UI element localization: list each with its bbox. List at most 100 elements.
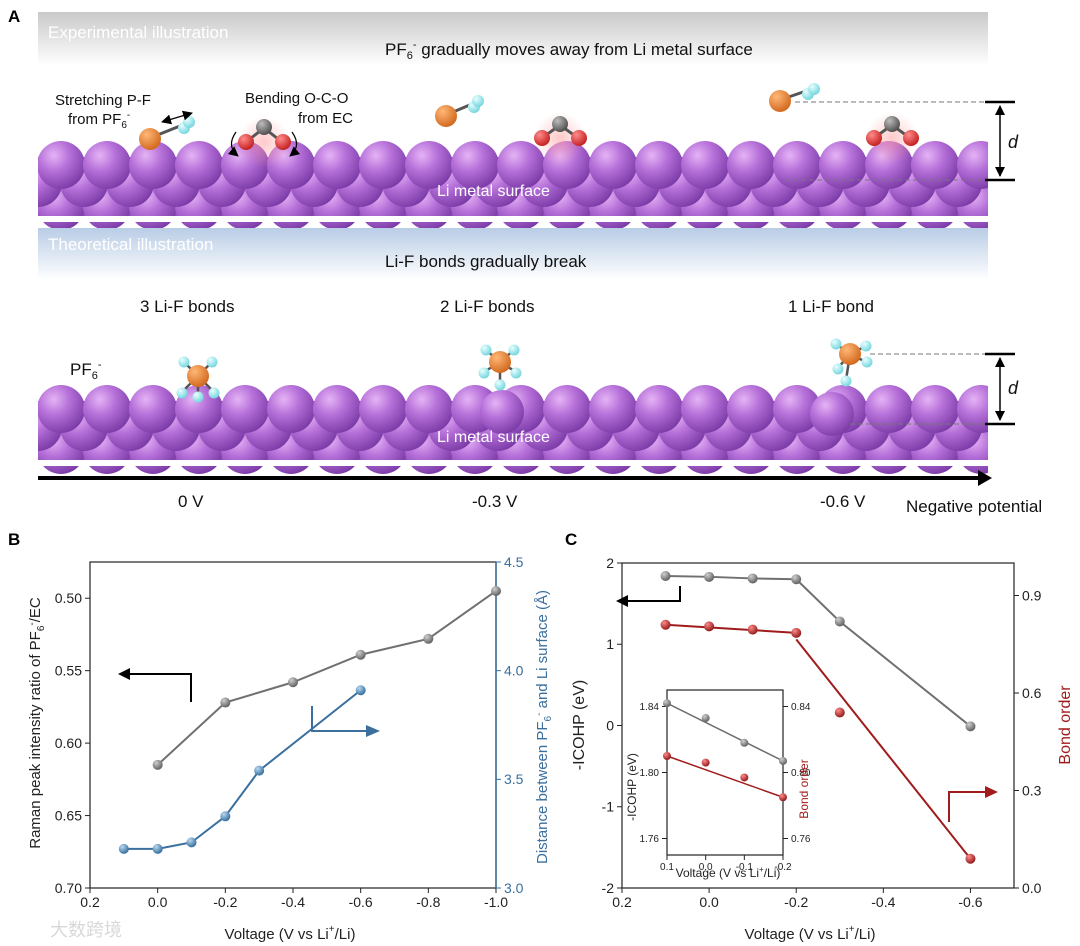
li-atom [405,141,453,189]
inset-ytick-right-label: 0.76 [791,834,811,845]
li-atom [681,141,729,189]
li-atom [635,141,683,189]
panel-a: A Experimental illustration PF6- gradual… [0,7,1080,516]
li-atom [129,141,177,189]
chart-c-ytick-left-label: 2 [606,555,614,571]
chart-c-ytick-left-label: 0 [606,717,614,733]
chart-b-ytick-left-label: 0.60 [55,735,82,751]
ec-molecule-2 [534,112,587,164]
theoretical-label: Theoretical illustration [48,235,213,254]
chart-c-data-point [791,627,802,638]
inset-xtick-label: 0.0 [699,862,713,873]
chart-c-series-fit-1 [665,623,797,634]
li-atom [727,385,775,433]
experimental-headline: PF6- gradually moves away from Li metal … [385,39,753,62]
chart-b-data-point [186,837,197,848]
inset-ytick-left-label: 1.84 [640,702,660,713]
pf6-label: PF6- [70,359,102,382]
chart-b-xtick-label: -1.0 [484,894,508,910]
chart-b-data-point [355,649,366,660]
li-atom [543,385,591,433]
chart-c-data-point [965,721,976,732]
chart-c-ytick-left-label: -1 [602,799,615,815]
surface-mask-bottom [38,216,988,222]
distance-label-experimental: d [1008,132,1019,152]
chart-b-data-point [220,697,231,708]
bonds-label-1: 3 Li-F bonds [140,297,235,316]
stretching-label-line2: from PF6- [68,110,130,131]
inset-ytick-left-label: 1.76 [640,834,660,845]
ec-molecule-1 [227,116,301,168]
li-atom [727,141,775,189]
inset-data-point [740,773,749,782]
chart-c-data-point [704,621,715,632]
chart-b-ytick-left-label: 0.55 [55,663,82,679]
chart-c-inset: 0.1 0.0 -0.1 -0.2 1.76 1.80 1.84 0.76 0.80 0.84 [640,689,811,873]
chart-b-ylabel-left: Raman peak intensity ratio of PF6-/EC [27,597,47,849]
chart-c-data-point [747,624,758,635]
chart-b-xtick-label: -0.4 [281,894,305,910]
inset-data-point [740,738,749,747]
li-atom [405,385,453,433]
left-axis-indicator-arrow [126,673,192,702]
li-atom [175,141,223,189]
li-surface-experimental [0,127,1080,246]
li-atom [819,141,867,189]
chart-c-data-point [660,571,671,581]
chart-c-data-point [660,619,671,630]
pf6-cluster-1 [176,356,220,403]
inset-series-fit-0 [666,702,784,762]
potential-label-0: 0 V [178,492,204,511]
surface-mask-left-side [0,127,38,246]
chart-b-xtick-label: -0.2 [213,894,237,910]
inset-data-point [663,699,671,708]
chart-c-data-point [704,571,715,582]
inset-data-point [779,756,787,765]
li-surface-label-theoretical: Li metal surface [437,429,550,446]
li-atom [221,385,269,433]
chart-b-xtick-label: -0.6 [349,894,373,910]
chart-c-ylabel-left: -ICOHP (eV) [571,680,588,770]
inset-ytick-right-label: 0.84 [791,702,811,713]
inset-data-point [701,714,710,723]
li-surface-theoretical [0,371,1080,490]
inset-ylabel-left: -ICOHP (eV) [625,753,639,821]
chart-c-ytick-right-label: 0.6 [1022,685,1042,701]
chart-b-data-point [355,685,366,696]
chart-b-ytick-left-label: 0.70 [55,880,82,896]
inset-series-fit-1 [666,755,784,798]
li-adatom [480,390,524,434]
panel-c: C 0.2 0.0 -0.2 -0.4 -0.6-2-10120.00.30.60.9 … [565,530,1074,943]
chart-b-data-point [152,759,163,770]
distance-label-theoretical: d [1008,378,1019,398]
chart-b-data-point [152,843,163,854]
panel-b: B 0.2 0.0 -0.2 -0.4 -0.6 -0.8 -1.0 0.50 0.55 0.60… [8,530,554,943]
chart-c-ytick-right-label: 0.0 [1022,880,1042,896]
left-axis-indicator-head [118,668,130,680]
li-atom [451,141,499,189]
chart-b-xtick-label: -0.8 [416,894,440,910]
chart-c-series-line-0 [665,575,972,728]
chart-c-series-fit-drop-1 [795,638,972,860]
panel-a-letter: A [8,7,20,26]
chart-c-xtick-label: 0.2 [612,894,632,910]
chart-c-ytick-right-label: 0.9 [1022,587,1042,603]
potential-label-1: -0.3 V [472,492,518,511]
chart-b-plot-frame [89,561,497,889]
inset-xtick-label: 0.1 [660,862,674,873]
inset-ytick-right-label: 0.80 [791,768,811,779]
chart-b-data-point [423,633,434,644]
inset-data-point [779,793,787,802]
c-right-axis-indicator-arrow [948,791,990,822]
chart-c-xtick-label: -0.2 [784,894,808,910]
li-atom [313,385,361,433]
li-atom [497,141,545,189]
chart-b-ytick-right-label: 4.5 [504,554,524,570]
li-atom [37,141,85,189]
surface-mask-left-side [0,371,38,490]
ec-molecule-3 [866,112,919,164]
panel-b-letter: B [8,530,20,549]
chart-c-xtick-label: 0.0 [699,894,719,910]
inset-data-point [663,752,671,760]
chart-b-ytick-right-label: 3.0 [504,880,524,896]
